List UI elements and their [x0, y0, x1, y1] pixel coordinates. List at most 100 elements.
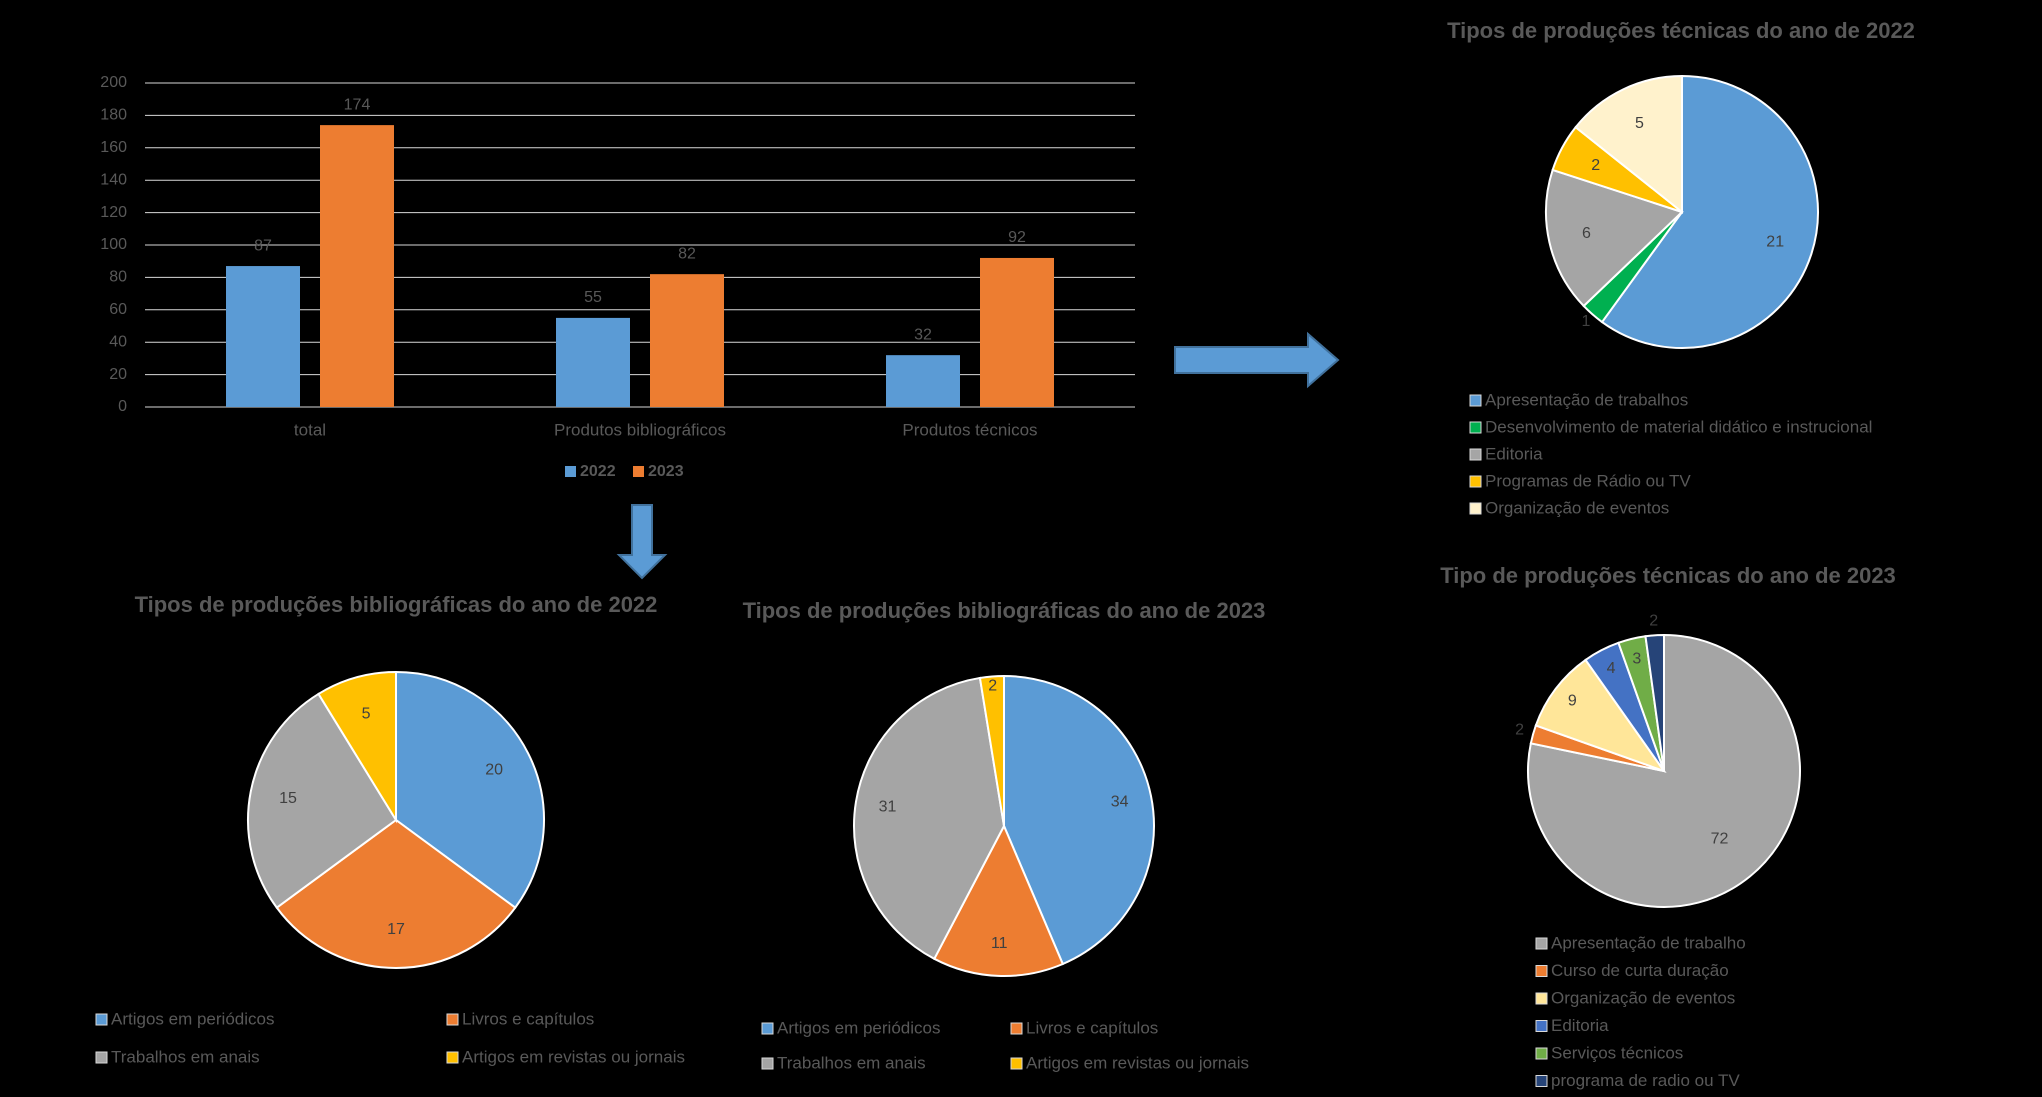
legend-label: Livros e capítulos	[1026, 1018, 1158, 1037]
legend-label: Editoria	[1551, 1016, 1609, 1035]
legend-label: programa de radio ou TV	[1551, 1071, 1740, 1090]
pie-slice	[1574, 74, 1683, 215]
pie-value-label: 2	[1591, 157, 1600, 174]
y-tick-label: 40	[109, 333, 127, 350]
legend-swatch	[633, 466, 644, 477]
legend-swatch	[1535, 1075, 1548, 1087]
legend-swatch	[1535, 992, 1548, 1005]
y-tick-label: 20	[109, 366, 127, 383]
y-tick-label: 0	[118, 398, 127, 415]
pie-slice	[275, 818, 517, 969]
legend-label: Curso de curta duração	[1551, 961, 1729, 980]
bar-2023	[320, 125, 394, 408]
legend-label: 2023	[648, 463, 684, 480]
pie-slice	[1545, 168, 1684, 308]
y-tick-label: 180	[100, 107, 127, 124]
chart-title: Tipo de produções técnicas do ano de 202…	[1440, 563, 1896, 588]
legend-label: Artigos em revistas ou jornais	[1026, 1053, 1249, 1072]
chart-title: Tipos de produções técnicas do ano de 20…	[1447, 18, 1915, 43]
legend-label: Artigos em periódicos	[111, 1009, 274, 1028]
y-tick-label: 120	[100, 204, 127, 221]
right-arrow-icon	[1174, 331, 1340, 389]
pie-value-label: 5	[1635, 115, 1644, 132]
bar-value-label: 82	[678, 245, 696, 262]
legend-swatch	[95, 1013, 108, 1026]
pie-value-label: 11	[991, 935, 1008, 952]
bar-value-label: 87	[254, 237, 272, 254]
legend-label: Artigos em periódicos	[777, 1018, 940, 1037]
legend-swatch	[1535, 1047, 1548, 1060]
legend-swatch	[1469, 502, 1482, 515]
legend-label: Serviços técnicos	[1551, 1043, 1683, 1062]
bar-value-label: 32	[914, 326, 932, 343]
legend-swatch	[1469, 475, 1482, 488]
legend-swatch	[761, 1057, 774, 1070]
down-arrow-icon	[616, 504, 668, 580]
legend-swatch	[1469, 448, 1482, 461]
x-category-label: total	[294, 420, 326, 439]
bar-2022	[226, 266, 300, 407]
pie-value-label: 17	[387, 921, 405, 938]
x-category-label: Produtos bibliográficos	[554, 420, 726, 439]
legend-swatch	[95, 1051, 108, 1064]
legend-label: Desenvolvimento de material didático e i…	[1485, 417, 1872, 436]
legend-label: Apresentação de trabalho	[1551, 933, 1746, 952]
legend-swatch	[1010, 1022, 1023, 1035]
legend-swatch	[1010, 1057, 1023, 1070]
legend-label: Programas de Rádio ou TV	[1485, 471, 1691, 490]
pie-value-label: 15	[279, 790, 297, 807]
legend-label: Artigos em revistas ou jornais	[462, 1047, 685, 1066]
legend-label: Editoria	[1485, 444, 1543, 463]
chart-title: Tipos de produções bibliográficas do ano…	[135, 592, 658, 617]
legend-swatch	[446, 1051, 459, 1064]
bar-2022	[886, 355, 960, 407]
legend-swatch	[1469, 394, 1482, 407]
pie-value-label: 1	[1581, 313, 1590, 330]
pie-value-label: 3	[1632, 650, 1641, 667]
x-category-label: Produtos técnicos	[902, 420, 1037, 439]
bar-value-label: 92	[1008, 229, 1026, 246]
pie-slice	[395, 670, 545, 910]
legend-label: Livros e capítulos	[462, 1009, 594, 1028]
pie-value-label: 2	[1515, 722, 1524, 739]
bar-2023	[980, 257, 1054, 407]
legend-label: 2022	[580, 463, 616, 480]
pie-slice	[932, 823, 1065, 977]
legend-label: Trabalhos em anais	[111, 1047, 260, 1066]
y-tick-label: 200	[100, 74, 127, 91]
legend-swatch	[1469, 421, 1482, 434]
pie-value-label: 31	[879, 798, 897, 815]
pie-value-label: 20	[485, 762, 503, 779]
pie-slice	[1644, 633, 1665, 772]
pie-value-label: 34	[1111, 794, 1129, 811]
pie-slice	[1534, 658, 1667, 773]
legend-swatch	[565, 466, 576, 477]
pie-value-label: 6	[1582, 225, 1591, 242]
pie-value-label: 21	[1766, 234, 1784, 251]
legend-swatch	[1535, 965, 1548, 977]
y-tick-label: 60	[109, 301, 127, 318]
legend-swatch	[761, 1022, 774, 1035]
y-tick-label: 80	[109, 269, 127, 286]
pie-slice	[853, 676, 1006, 961]
legend-swatch	[446, 1013, 459, 1026]
legend-label: Organização de eventos	[1485, 498, 1669, 517]
pie-value-label: 2	[1649, 613, 1658, 630]
y-tick-label: 140	[100, 171, 127, 188]
bar-2022	[556, 317, 630, 407]
bar-2023	[650, 274, 724, 407]
pie-value-label: 9	[1568, 693, 1577, 710]
pie-slice	[247, 692, 398, 910]
y-tick-label: 160	[100, 139, 127, 156]
legend-label: Organização de eventos	[1551, 988, 1735, 1007]
legend-label: Apresentação de trabalhos	[1485, 390, 1688, 409]
pie-value-label: 2	[988, 678, 997, 695]
pie-value-label: 72	[1711, 830, 1729, 847]
pie-value-label: 4	[1607, 660, 1616, 677]
bar-value-label: 55	[584, 289, 602, 306]
pie-slice	[1527, 633, 1801, 908]
pie-slice	[1003, 674, 1155, 966]
pie-slice	[1600, 74, 1819, 349]
bar-value-label: 174	[344, 96, 371, 113]
